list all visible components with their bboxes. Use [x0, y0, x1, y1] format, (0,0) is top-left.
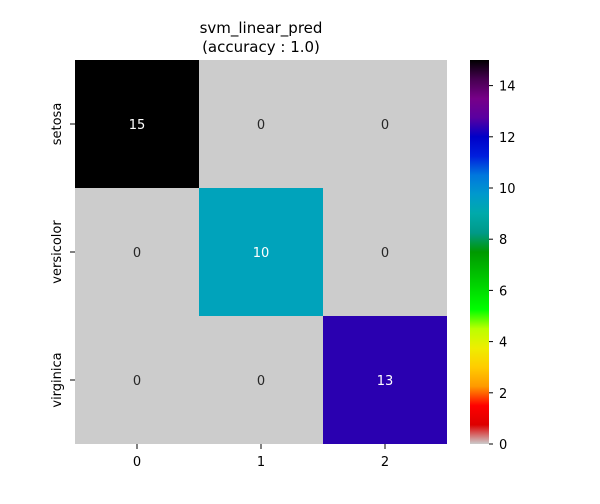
y-tick-label-0: setosa	[50, 103, 65, 146]
heatmap-cell-r2-c0	[75, 316, 199, 444]
heatmap-cell-r1-c2	[323, 188, 447, 316]
heatmap-cell-label-r1-c1: 10	[253, 246, 270, 261]
heatmap-cell-label-r2-c1: 0	[257, 374, 265, 389]
colorbar-tick-label-2: 4	[499, 336, 507, 351]
colorbar-tick-label-6: 12	[499, 131, 516, 146]
heatmap-cell-r0-c1	[199, 60, 323, 188]
colorbar: 0 2 4 6 8 10 12 14	[470, 60, 516, 453]
heatmap-cell-label-r0-c1: 0	[257, 118, 265, 133]
x-tick-label-2: 2	[381, 455, 389, 470]
chart-subtitle: (accuracy : 1.0)	[202, 38, 320, 56]
heatmap-cell-label-r2-c0: 0	[133, 374, 141, 389]
x-axis: 0 1 2	[133, 444, 389, 470]
colorbar-tick-label-3: 6	[499, 284, 507, 299]
colorbar-gradient	[470, 60, 489, 444]
colorbar-tick-label-1: 2	[499, 387, 507, 402]
y-tick-label-1: versicolor	[50, 220, 65, 284]
y-tick-label-2: virginica	[50, 352, 65, 407]
heatmap-cell-r2-c1	[199, 316, 323, 444]
heatmap-cell-label-r1-c0: 0	[133, 246, 141, 261]
heatmap-cells: 15 0 0 0 10 0 0 0 13	[75, 60, 447, 444]
heatmap-cell-label-r0-c2: 0	[381, 118, 389, 133]
heatmap-cell-label-r2-c2: 13	[377, 374, 394, 389]
chart-title: svm_linear_pred	[200, 19, 323, 38]
heatmap-cell-r1-c1	[199, 188, 323, 316]
heatmap-cell-label-r0-c0: 15	[129, 118, 146, 133]
heatmap-cell-r2-c2	[323, 316, 447, 444]
colorbar-tick-label-4: 8	[499, 233, 507, 248]
colorbar-tick-label-5: 10	[499, 182, 516, 197]
y-axis: setosa versicolor virginica	[50, 103, 75, 408]
colorbar-tick-label-0: 0	[499, 438, 507, 453]
x-tick-label-0: 0	[133, 455, 141, 470]
heatmap-cell-r0-c0	[75, 60, 199, 188]
heatmap-cell-r0-c2	[323, 60, 447, 188]
heatmap-cell-label-r1-c2: 0	[381, 246, 389, 261]
heatmap-cell-r1-c0	[75, 188, 199, 316]
colorbar-tick-label-7: 14	[499, 80, 516, 95]
x-tick-label-1: 1	[257, 455, 265, 470]
